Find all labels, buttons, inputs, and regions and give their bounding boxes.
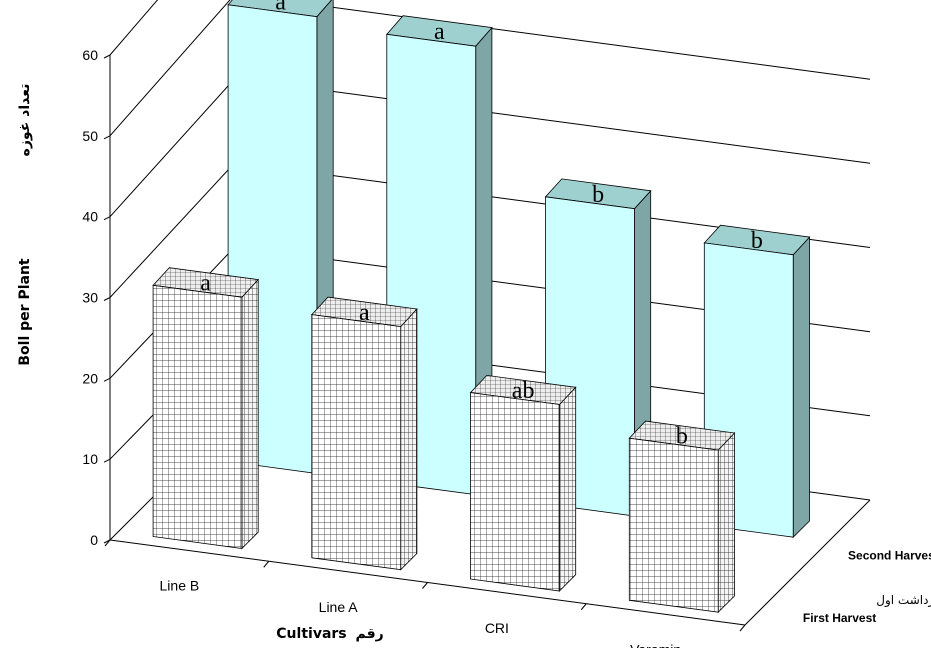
category-label: Line A [319,599,359,615]
y-tick-mark [103,135,111,140]
gridline [109,0,871,137]
y-tick-mark [103,216,111,221]
gridline [109,0,159,56]
x-tick-labels: Line B Line A CRI Varamin [160,578,682,648]
significance-label: a [359,300,370,326]
significance-label: a [434,19,445,45]
bar-front-face [311,314,402,571]
bar-side-face [400,307,418,571]
bar-side-face [717,432,735,614]
x-axis-title: Cultivars رقم [276,626,383,642]
y-tick-mark [103,54,111,59]
y-tick-label: 50 [82,128,98,144]
y-tick-mark [103,297,111,301]
bar-first-harvest-0: a [152,267,260,550]
bar-side-face [241,278,259,550]
x-tick-mark [580,603,587,611]
x-tick-mark [739,624,746,632]
y-axis-title-fa-group: تعداد غوزه [17,84,33,157]
x-axis-title-fa: رقم [356,626,384,642]
series-first-harvest: a a ab b [152,267,736,614]
y-tick-label: 10 [82,451,98,467]
y-tick-label: 20 [82,370,98,386]
bar-front-face [470,392,560,592]
category-label: Varamin [630,641,681,648]
significance-label: b [592,182,604,208]
series-label-en: Second Harvest [848,548,931,562]
bar-first-harvest-3: b [628,420,736,614]
depth-axis-line [744,499,871,626]
y-tick-label: 60 [82,47,98,63]
svg-text:Boll per Plant: Boll per Plant [17,258,33,366]
y-tick-mark [103,458,111,463]
y-tick-label: 0 [90,532,98,548]
y-tick-label: 40 [82,209,98,225]
x-axis-title-en: Cultivars [276,626,346,642]
significance-label: b [676,424,688,450]
svg-text:تعداد غوزه: تعداد غوزه [17,84,33,157]
bar-front-face [628,437,719,613]
y-tick-label: 30 [82,290,98,306]
series-label-en: First Harvest [803,611,876,625]
bar-side-face [559,386,577,592]
category-label: Line B [160,578,200,594]
significance-label: b [751,228,763,254]
x-tick-mark [422,582,428,589]
y-axis-title-en: Boll per Plant [17,258,33,366]
significance-label: a [200,270,211,296]
y-tick-mark [103,377,111,382]
x-tick-mark [263,560,270,568]
series-label-fa: برداشت اول [876,593,931,608]
bar-first-harvest-1: a [310,296,418,571]
bar-side-face [792,236,810,539]
x-tick-mark [104,539,111,547]
y-axis-title-fa: تعداد غوزه [17,84,33,157]
y-axis-title: Boll per Plant [17,258,33,366]
bar-first-harvest-2: ab [469,374,577,592]
significance-label: ab [512,378,535,404]
significance-label: a [275,0,286,15]
bar-front-face [152,284,243,549]
category-label: CRI [485,620,509,636]
y-tick-labels: 0 10 20 30 40 50 60 [82,47,98,548]
